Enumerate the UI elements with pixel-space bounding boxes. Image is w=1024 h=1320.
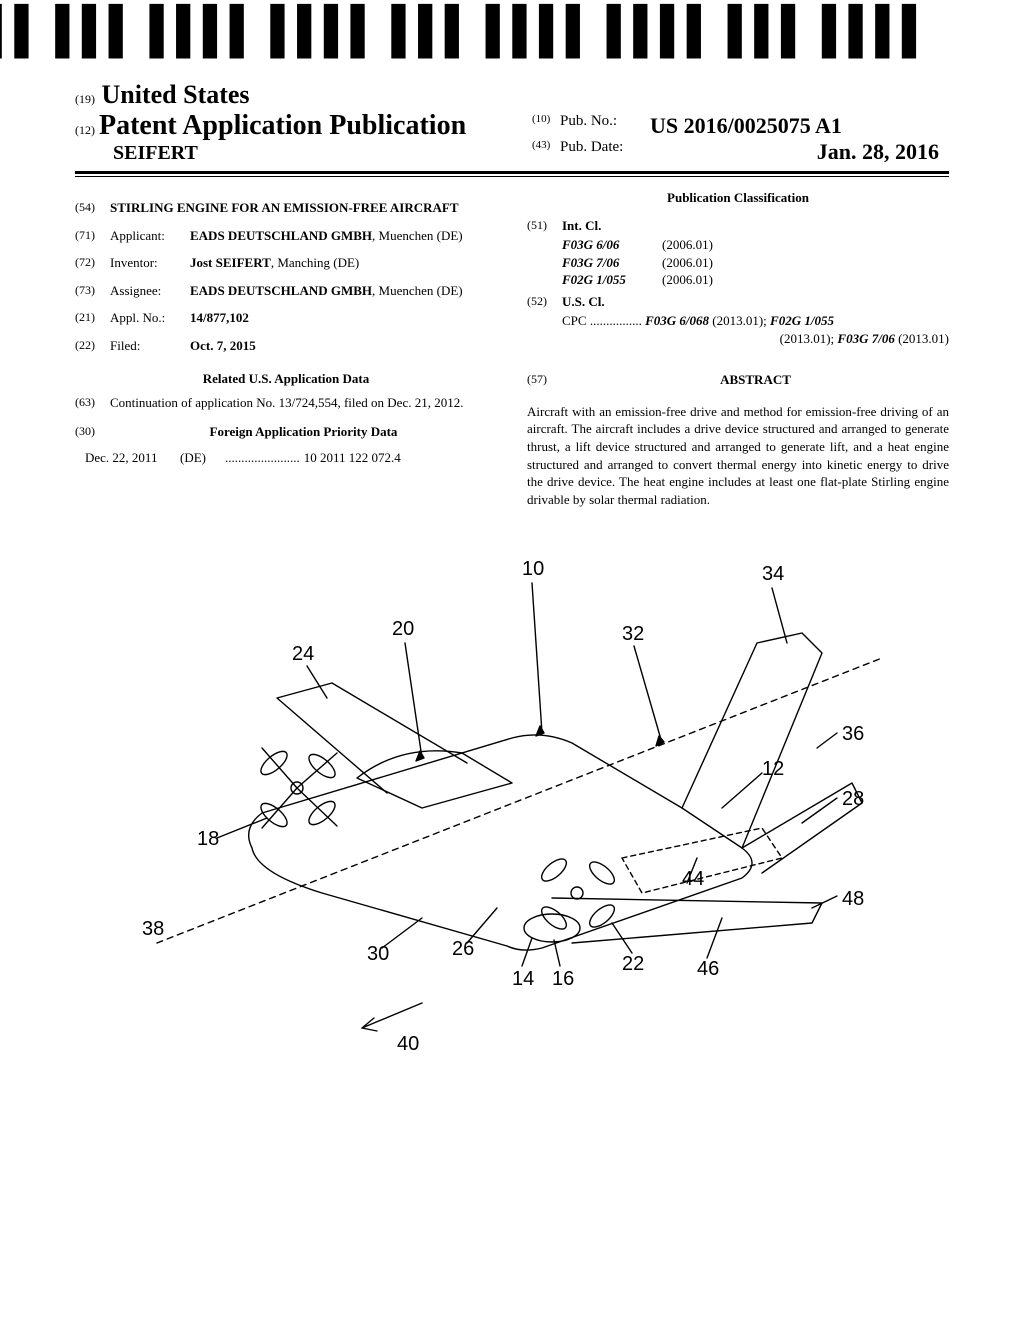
foreign-priority-dots: ....................... bbox=[225, 449, 300, 467]
intcl-code: F03G 6/06 bbox=[562, 236, 662, 254]
applicant-name: EADS DEUTSCHLAND GMBH bbox=[190, 228, 372, 243]
intcl-code: F02G 1/055 bbox=[562, 271, 662, 289]
foreign-priority-num: (30) bbox=[75, 423, 110, 441]
intcl-label: Int. Cl. bbox=[562, 218, 601, 233]
pub-type-num: (12) bbox=[75, 123, 95, 137]
cpc-code: F02G 1/055 bbox=[770, 313, 834, 328]
patent-figure: 10 12 14 16 18 20 22 24 26 28 30 32 34 36 38 40 44 46 48 bbox=[122, 548, 902, 1058]
continuation-num: (63) bbox=[75, 394, 110, 412]
filed-num: (22) bbox=[75, 337, 110, 355]
figure-ref-14: 14 bbox=[512, 968, 534, 991]
abstract-text: Aircraft with an emission-free drive and… bbox=[527, 403, 949, 508]
abstract-num: (57) bbox=[527, 371, 562, 389]
related-data-heading: Related U.S. Application Data bbox=[75, 370, 497, 388]
figure-ref-36: 36 bbox=[842, 723, 864, 746]
inventor-num: (72) bbox=[75, 254, 110, 272]
filed-label: Filed: bbox=[110, 337, 190, 355]
document-header: (19) United States (12) Patent Applicati… bbox=[75, 80, 949, 177]
cpc-code: F03G 6/068 bbox=[645, 313, 709, 328]
right-column: Publication Classification (51) Int. Cl.… bbox=[527, 189, 949, 508]
pub-no-label: Pub. No.: bbox=[560, 113, 650, 139]
figure-ref-48: 48 bbox=[842, 888, 864, 911]
title-field-num: (54) bbox=[75, 199, 110, 217]
applicant-location: Muenchen (DE) bbox=[379, 228, 463, 243]
assignee-location: Muenchen (DE) bbox=[379, 283, 463, 298]
left-column: (54) STIRLING ENGINE FOR AN EMISSION-FRE… bbox=[75, 189, 497, 508]
barcode-graphic: ▌▌▌▌▌ ▌▌▌▌▌▌ ▌▌ ▌▌▌▌▌ ▌▌▌ ▌▌▌▌ ▌▌▌▌ ▌▌▌▌… bbox=[0, 28, 929, 58]
pub-date-label: Pub. Date: bbox=[560, 139, 650, 165]
continuation-text: Continuation of application No. 13/724,5… bbox=[110, 394, 497, 412]
foreign-priority-heading: Foreign Application Priority Data bbox=[210, 424, 398, 439]
cpc-date: (2013.01); bbox=[780, 331, 835, 346]
intcl-version: (2006.01) bbox=[662, 271, 782, 289]
figure-ref-22: 22 bbox=[622, 953, 644, 976]
cpc-date: (2013.01); bbox=[712, 313, 767, 328]
classification-heading: Publication Classification bbox=[527, 189, 949, 207]
inventor-label: Inventor: bbox=[110, 254, 190, 272]
pub-date-num: (43) bbox=[532, 139, 560, 165]
cpc-date: (2013.01) bbox=[898, 331, 949, 346]
figure-ref-30: 30 bbox=[367, 943, 389, 966]
figure-ref-28: 28 bbox=[842, 788, 864, 811]
intcl-list: F03G 6/06(2006.01) F03G 7/06(2006.01) F0… bbox=[562, 236, 949, 289]
publication-type: Patent Application Publication bbox=[99, 110, 466, 141]
figure-ref-46: 46 bbox=[697, 958, 719, 981]
cpc-dots: ................ bbox=[590, 313, 642, 328]
header-rule-thin bbox=[75, 176, 949, 177]
figure-ref-12: 12 bbox=[762, 758, 784, 781]
figure-ref-44: 44 bbox=[682, 868, 704, 891]
pub-no-value: US 2016/0025075 A1 bbox=[650, 113, 842, 139]
figure-ref-38: 38 bbox=[142, 918, 164, 941]
figure-ref-32: 32 bbox=[622, 623, 644, 646]
figure-ref-34: 34 bbox=[762, 563, 784, 586]
assignee-label: Assignee: bbox=[110, 282, 190, 300]
inventor-location: Manching (DE) bbox=[277, 255, 359, 270]
figure-ref-20: 20 bbox=[392, 618, 414, 641]
header-rule-heavy bbox=[75, 171, 949, 174]
intcl-version: (2006.01) bbox=[662, 236, 782, 254]
assignee-name: EADS DEUTSCHLAND GMBH bbox=[190, 283, 372, 298]
appl-no-num: (21) bbox=[75, 309, 110, 327]
bibliographic-data: (54) STIRLING ENGINE FOR AN EMISSION-FRE… bbox=[75, 189, 949, 508]
foreign-priority-country: (DE) bbox=[180, 449, 225, 467]
foreign-priority-app-no: 10 2011 122 072.4 bbox=[304, 449, 401, 467]
pub-date-value: Jan. 28, 2016 bbox=[817, 139, 949, 165]
patent-page: ▌▌▌▌▌ ▌▌▌▌▌▌ ▌▌ ▌▌▌▌▌ ▌▌▌ ▌▌▌▌ ▌▌▌▌ ▌▌▌▌… bbox=[0, 0, 1024, 1320]
pub-no-num: (10) bbox=[532, 113, 560, 139]
intcl-version: (2006.01) bbox=[662, 254, 782, 272]
figure-ref-18: 18 bbox=[197, 828, 219, 851]
invention-title: STIRLING ENGINE FOR AN EMISSION-FREE AIR… bbox=[110, 200, 459, 215]
barcode-block: ▌▌▌▌▌ ▌▌▌▌▌▌ ▌▌ ▌▌▌▌▌ ▌▌▌ ▌▌▌▌ ▌▌▌▌ ▌▌▌▌… bbox=[0, 28, 929, 72]
assignee-num: (73) bbox=[75, 282, 110, 300]
intcl-code: F03G 7/06 bbox=[562, 254, 662, 272]
intcl-num: (51) bbox=[527, 217, 562, 235]
applicant-num: (71) bbox=[75, 227, 110, 245]
foreign-priority-date: Dec. 22, 2011 bbox=[85, 449, 180, 467]
cpc-label: CPC bbox=[562, 313, 587, 328]
figure-ref-16: 16 bbox=[552, 968, 574, 991]
cpc-code: F03G 7/06 bbox=[837, 331, 894, 346]
figure-ref-24: 24 bbox=[292, 643, 314, 666]
uscl-label: U.S. Cl. bbox=[562, 294, 605, 309]
figure-ref-26: 26 bbox=[452, 938, 474, 961]
filed-value: Oct. 7, 2015 bbox=[190, 338, 256, 353]
inventor-header-name: SEIFERT bbox=[113, 142, 492, 165]
appl-no-value: 14/877,102 bbox=[190, 310, 249, 325]
country-name: United States bbox=[102, 80, 250, 109]
appl-no-label: Appl. No.: bbox=[110, 309, 190, 327]
figure-ref-10: 10 bbox=[522, 558, 544, 581]
applicant-label: Applicant: bbox=[110, 227, 190, 245]
country-code-num: (19) bbox=[75, 92, 95, 106]
uscl-num: (52) bbox=[527, 293, 562, 311]
abstract-heading: ABSTRACT bbox=[720, 372, 791, 387]
figure-ref-40: 40 bbox=[397, 1033, 419, 1056]
inventor-name: Jost SEIFERT bbox=[190, 255, 271, 270]
